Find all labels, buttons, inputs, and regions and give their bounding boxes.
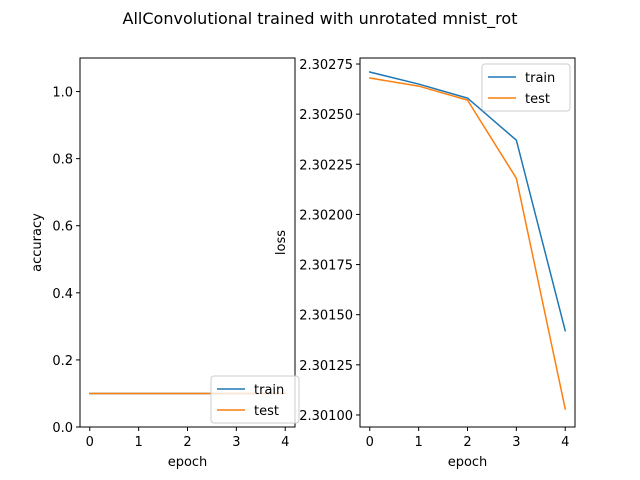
accuracy-x-tick-label: 1 [134,435,142,450]
loss-x-tick-label: 1 [414,435,422,450]
loss-y-tick-label: 2.30225 [299,158,353,173]
accuracy-x-tick-label: 2 [183,435,191,450]
accuracy-x-tick-label: 3 [232,435,240,450]
loss-series-test-line [368,77,567,410]
figure-title: AllConvolutional trained with unrotated … [123,9,518,29]
accuracy-subplot: 0 1 2 3 4 0.0 0.2 0.4 0.6 0.8 1.0 epoch accuracy trai… [30,57,300,470]
loss-y-tick-label: 2.30150 [299,309,353,324]
accuracy-x-axis-label: epoch [168,455,208,470]
accuracy-y-tick-label: 0.6 [52,220,73,235]
accuracy-legend-box [210,375,300,424]
accuracy-y-tick-label: 0.2 [52,354,73,369]
loss-y-tick-label: 2.30175 [299,259,353,274]
loss-y-tick-label: 2.30250 [299,108,353,123]
loss-legend-box [481,63,571,112]
loss-y-tick-label: 2.30125 [299,359,353,374]
accuracy-legend-label-test: test [254,404,279,419]
loss-x-tick-label: 3 [512,435,520,450]
loss-x-tick-label: 2 [463,435,471,450]
loss-x-tick-label: 4 [561,435,569,450]
accuracy-y-tick-label: 0.8 [52,153,73,168]
accuracy-x-tick-label: 4 [281,435,289,450]
loss-subplot: 0 1 2 3 4 2.30100 2.30125 2.30150 2.30175 2.30200… [274,57,576,470]
accuracy-legend: train test [210,375,300,424]
loss-legend-label-test: test [525,92,550,107]
accuracy-y-tick-label: 0.4 [52,287,73,302]
loss-y-tick-label: 2.30200 [299,208,353,223]
accuracy-y-tick-label: 1.0 [52,86,73,101]
loss-series-train-line [368,71,567,332]
loss-legend: train test [481,63,571,112]
loss-y-tick-label: 2.30275 [299,58,353,73]
loss-x-tick-label: 0 [366,435,374,450]
loss-y-tick-label: 2.30100 [299,409,353,424]
accuracy-y-tick-label: 0.0 [52,421,73,436]
accuracy-x-tick-label: 0 [86,435,94,450]
loss-legend-label-train: train [525,71,555,86]
loss-x-axis-label: epoch [448,455,488,470]
accuracy-legend-label-train: train [254,383,284,398]
loss-y-axis-label: loss [274,230,289,255]
accuracy-y-axis-label: accuracy [30,213,45,272]
